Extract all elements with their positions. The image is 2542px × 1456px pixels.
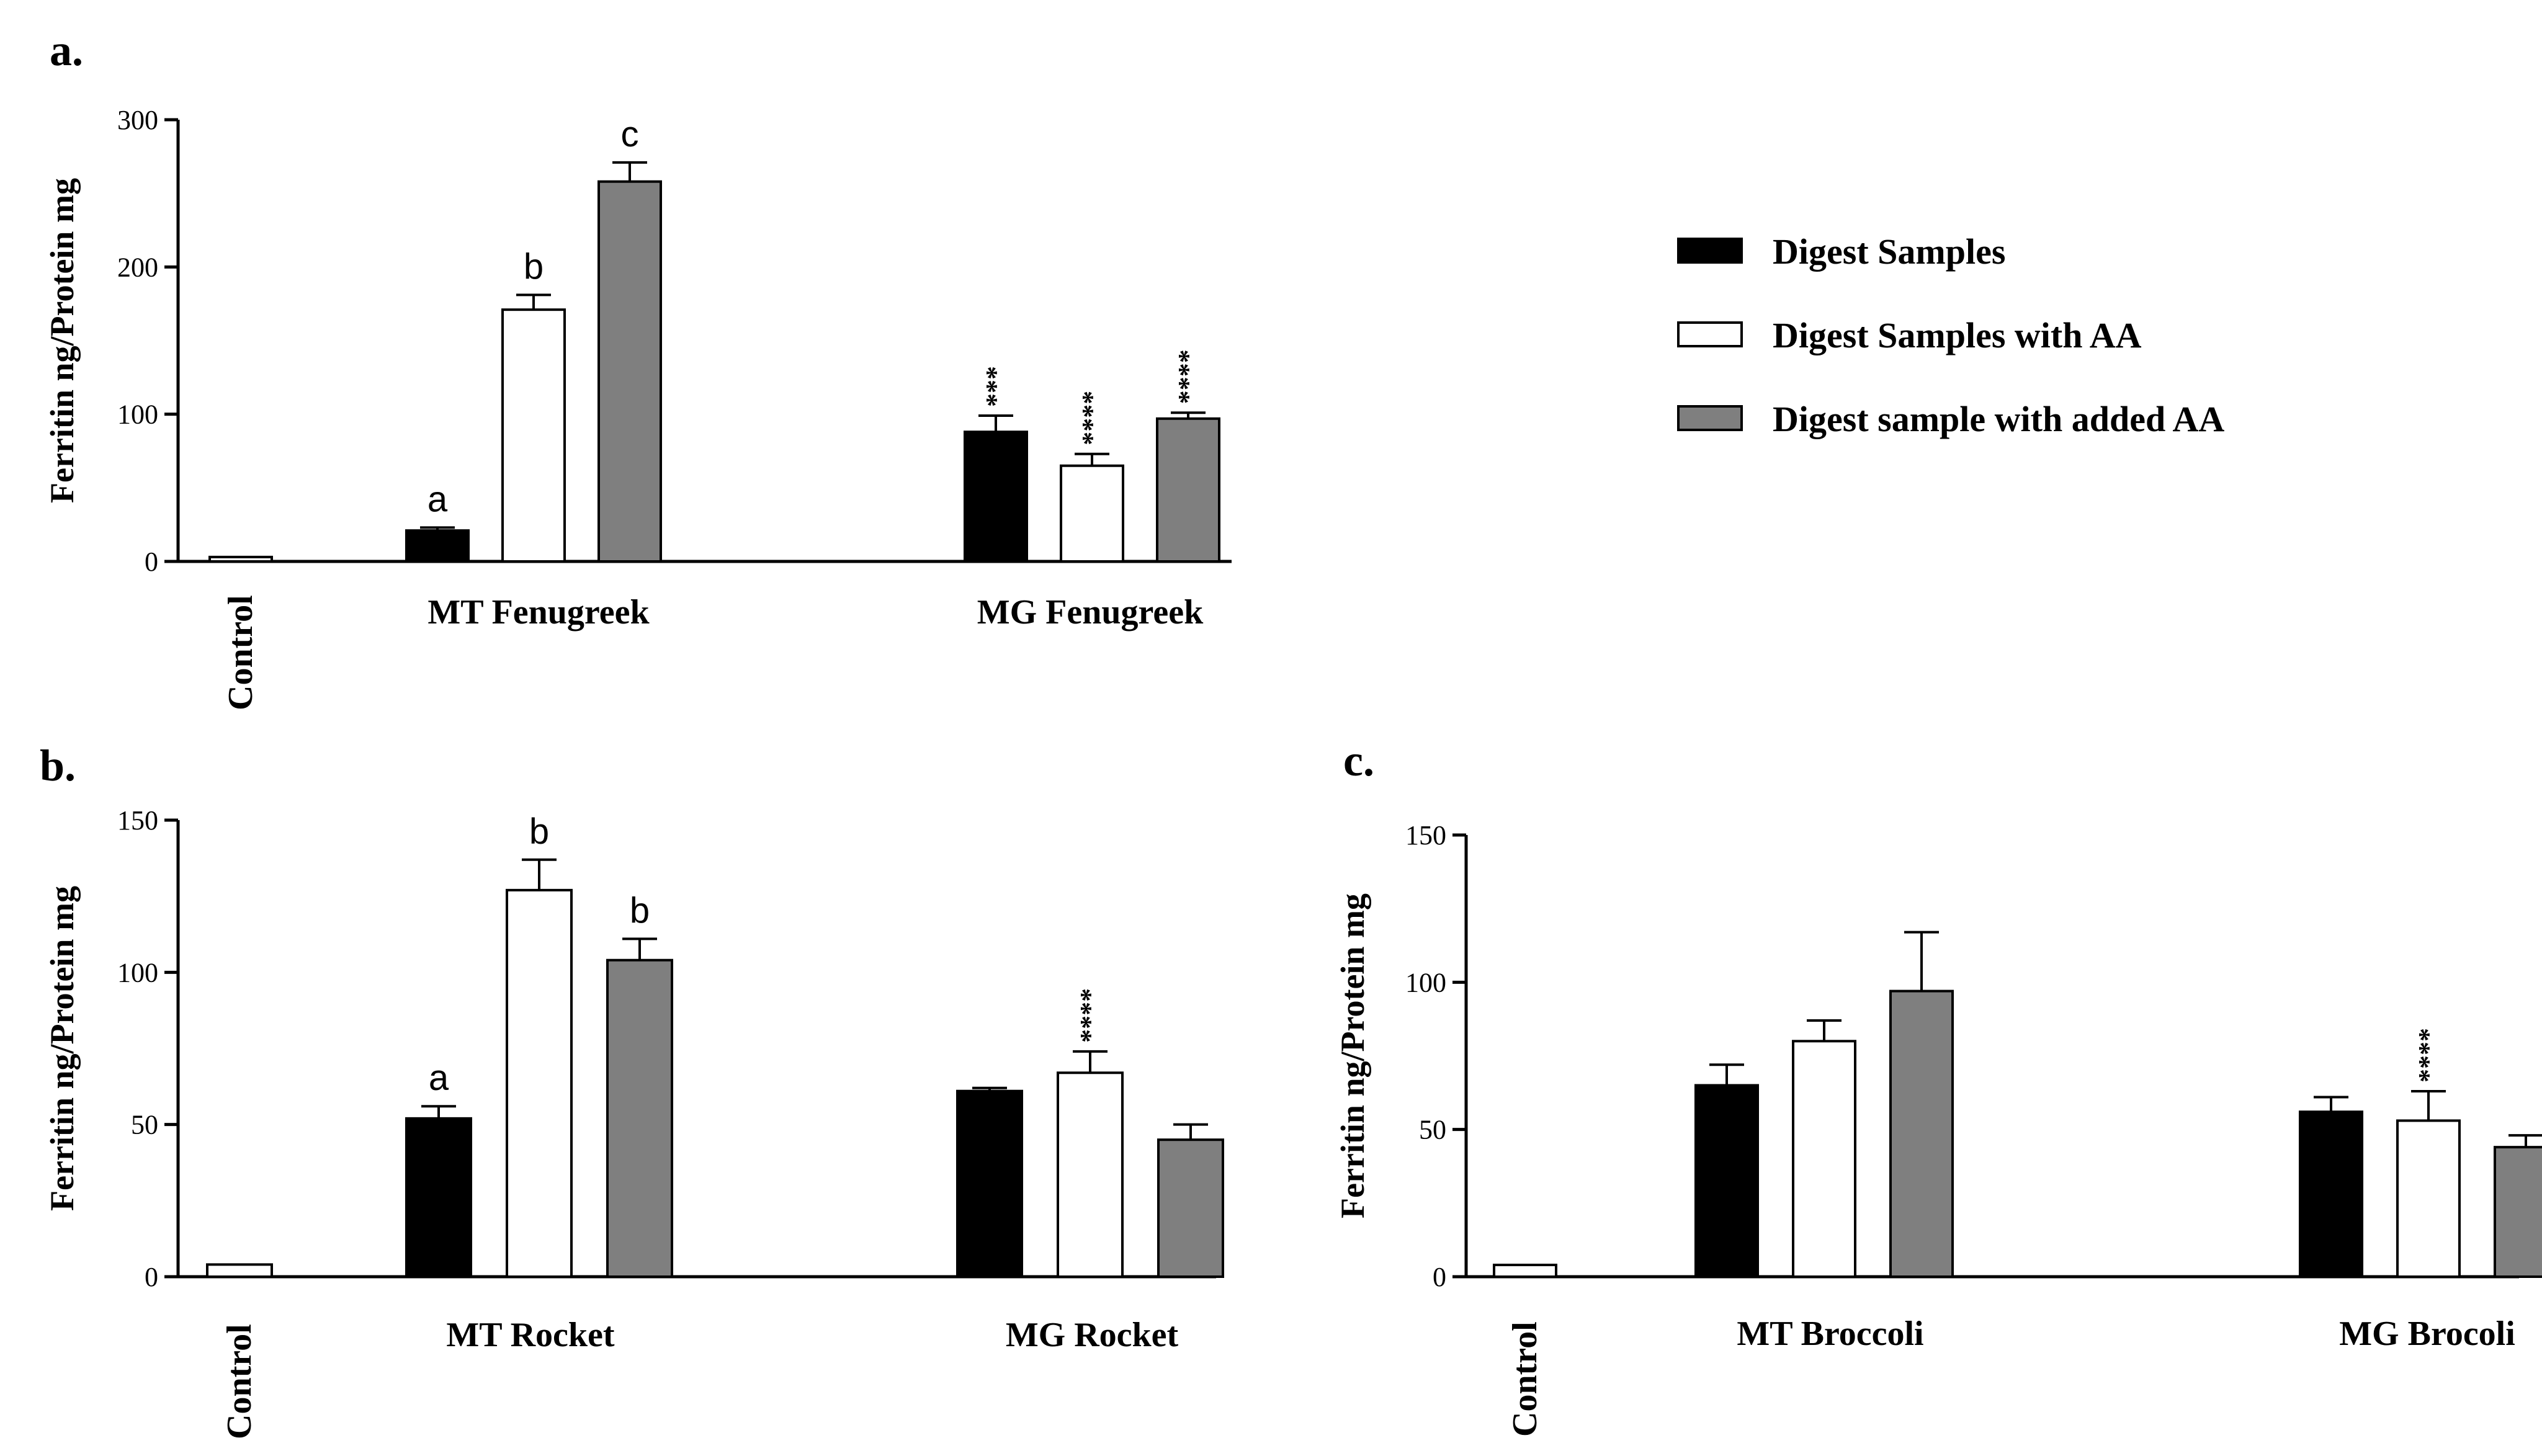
bar <box>405 529 470 563</box>
bar <box>1157 1138 1224 1278</box>
x-category-label: MG Brocoli <box>2339 1315 2515 1353</box>
letter-annotation: b <box>630 890 650 931</box>
bar <box>1156 417 1220 563</box>
letter-annotation: c <box>621 114 639 154</box>
x-category-label: Control <box>220 1324 259 1439</box>
panel-a: a. Ferritin ng/Protein mg 0 100 200 300 Contro… <box>43 25 1232 710</box>
bar <box>1057 1071 1124 1278</box>
bar <box>1792 1040 1856 1279</box>
bar <box>405 1117 472 1279</box>
bar <box>606 958 673 1278</box>
bar-control <box>208 555 273 563</box>
y-tick-label: 200 <box>117 252 158 282</box>
significance-annotation: *** <box>980 366 1011 407</box>
y-tick-label: 150 <box>117 805 158 836</box>
bar <box>506 888 573 1279</box>
y-tick-label: 50 <box>131 1110 158 1140</box>
x-category-label: MG Fenugreek <box>977 593 1204 632</box>
panel-label: a. <box>50 25 83 75</box>
bar <box>2299 1110 2363 1278</box>
x-category-label: Control <box>222 595 260 710</box>
y-tick-label: 150 <box>1405 820 1446 851</box>
significance-annotation: **** <box>1173 349 1203 404</box>
letter-annotation: a <box>429 1058 449 1098</box>
y-tick-label: 300 <box>117 105 158 135</box>
letter-annotation: b <box>524 246 544 287</box>
panel-label: c. <box>1343 736 1374 785</box>
legend-label: Digest Samples <box>1773 231 2005 272</box>
bar <box>2396 1119 2461 1278</box>
x-category-label: MT Rocket <box>446 1316 614 1354</box>
y-tick-label: 100 <box>1405 967 1446 998</box>
bar <box>2494 1146 2542 1278</box>
y-tick-label: 100 <box>117 957 158 988</box>
y-tick-label: 100 <box>117 400 158 430</box>
bar <box>1889 989 1954 1279</box>
significance-annotation: **** <box>1075 988 1105 1043</box>
panel-c: c. Ferritin ng/Protein mg 0 50 100 150 Control… <box>1334 736 2542 1437</box>
y-tick-label: 0 <box>145 547 158 577</box>
bar <box>501 308 566 563</box>
x-category-label: MT Fenugreek <box>427 593 650 632</box>
significance-annotation: **** <box>1076 391 1107 445</box>
y-tick-label: 50 <box>1419 1115 1446 1145</box>
bar-control <box>1493 1264 1557 1278</box>
y-tick-label: 0 <box>145 1262 158 1292</box>
y-tick-label: 0 <box>1433 1262 1446 1292</box>
bar <box>956 1089 1023 1279</box>
bar <box>1060 464 1124 563</box>
panel-label: b. <box>40 741 76 790</box>
legend-label: Digest sample with added AA <box>1773 399 2224 439</box>
legend-swatch <box>1677 405 1743 431</box>
panel-b: b. Ferritin ng/Protein mg 0 50 100 150 Control… <box>40 741 1224 1439</box>
bar <box>964 431 1028 563</box>
x-category-label: MG Rocket <box>1006 1316 1179 1354</box>
x-category-label: Control <box>1506 1321 1544 1437</box>
letter-annotation: b <box>529 811 549 852</box>
significance-annotation: **** <box>2413 1028 2443 1083</box>
bar <box>1694 1084 1759 1278</box>
legend-swatch <box>1677 321 1743 347</box>
y-axis-title: Ferritin ng/Protein mg <box>43 886 81 1211</box>
y-axis-title: Ferritin ng/Protein mg <box>1334 893 1371 1218</box>
y-axis-title: Ferritin ng/Protein mg <box>43 178 81 503</box>
legend-label: Digest Samples with AA <box>1773 315 2142 355</box>
legend: Digest Samples Digest Samples with AA Dige… <box>1677 231 2224 439</box>
legend-swatch <box>1677 238 1743 264</box>
bar-control <box>206 1263 273 1278</box>
bar <box>597 180 662 563</box>
letter-annotation: a <box>427 479 448 519</box>
x-category-label: MT Broccoli <box>1737 1315 1923 1353</box>
